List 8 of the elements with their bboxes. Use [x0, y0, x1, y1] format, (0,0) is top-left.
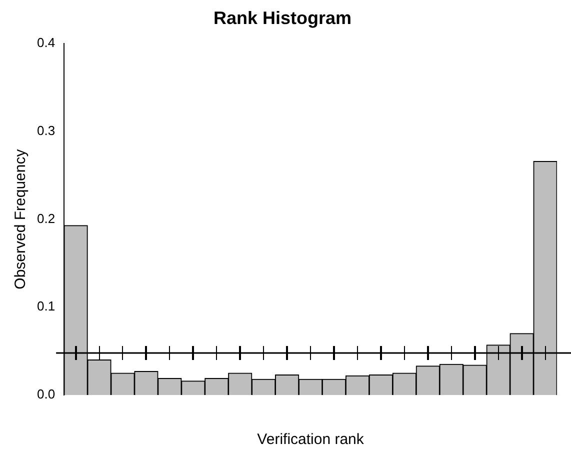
y-tick-label: 0.3: [36, 123, 56, 138]
x-axis-title: Verification rank: [257, 431, 364, 448]
y-tick-label: 0.2: [36, 210, 56, 226]
y-tick-label: 0.4: [36, 35, 56, 50]
y-tick-label: 0.1: [36, 298, 56, 314]
chart-title: Rank Histogram: [213, 8, 352, 28]
y-axis-title: Observed Frequency: [12, 148, 30, 290]
y-tick-label: 0.0: [36, 386, 56, 402]
